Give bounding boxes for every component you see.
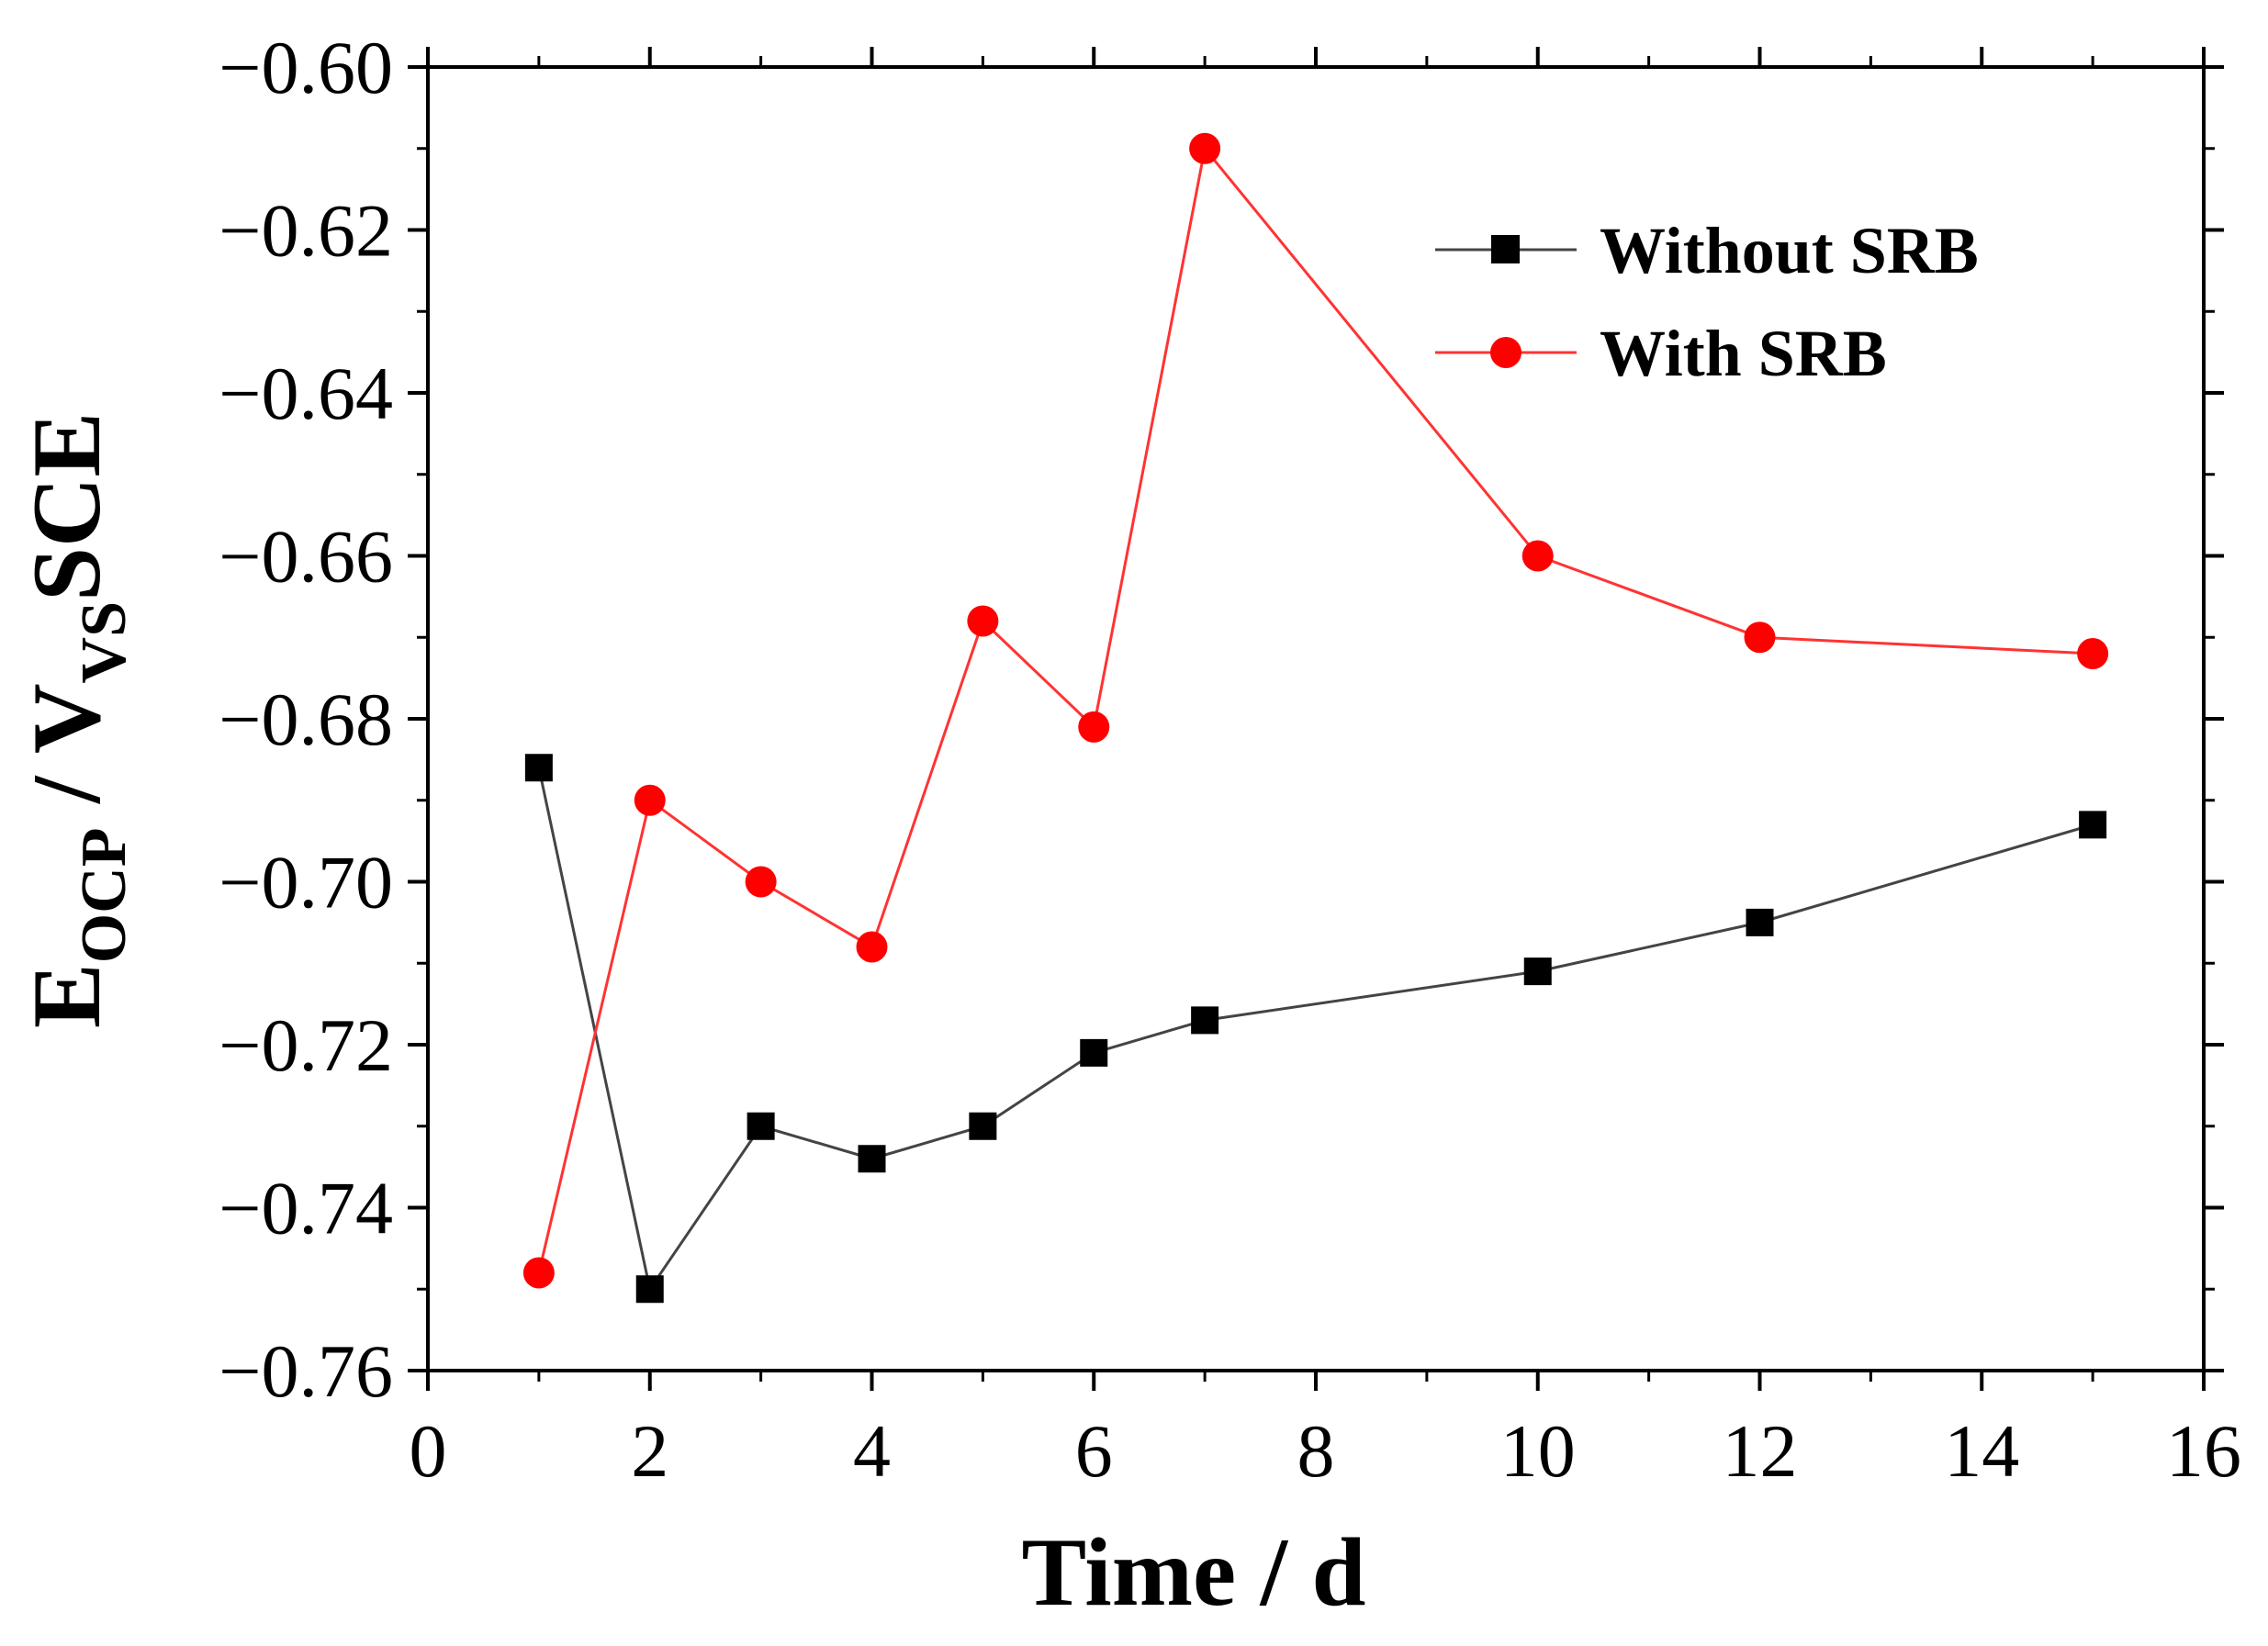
x-tick-label: 10	[1500, 1409, 1576, 1493]
y-axis-title: EOCP / VVSSCE	[13, 412, 140, 1028]
data-point-without-srb	[1746, 908, 1774, 936]
data-point-with-srb	[967, 605, 999, 637]
data-point-with-srb	[1189, 132, 1221, 164]
data-point-without-srb	[1523, 957, 1552, 986]
legend-label-without-srb: Without SRB	[1600, 214, 1979, 287]
data-point-with-srb	[1078, 711, 1110, 743]
y-tick-label: −0.74	[219, 1167, 393, 1250]
legend-label-with-srb: With SRB	[1600, 317, 1887, 390]
x-tick-label: 6	[1075, 1409, 1113, 1493]
y-tick-label: −0.68	[219, 677, 393, 761]
data-point-without-srb	[858, 1145, 886, 1173]
y-axis-title-sep: / V	[13, 683, 120, 827]
y-axis-title-vs-sub: VS	[69, 601, 140, 683]
y-axis-title-main: E	[13, 963, 120, 1028]
data-point-with-srb	[522, 1257, 555, 1289]
data-point-with-srb	[1744, 621, 1776, 654]
y-tick-label: −0.60	[219, 26, 393, 109]
y-tick-label: −0.76	[219, 1329, 393, 1413]
y-tick-label: −0.64	[219, 352, 393, 435]
data-point-without-srb	[747, 1112, 775, 1140]
marks-layer	[522, 132, 2109, 1304]
axes-layer: 0 2 4 6 8 10 12 14 16 −0.60 −0.62 −0.64 −0.66 −0.68 −0…	[219, 26, 2241, 1493]
x-axis-title: Time / d	[1022, 1518, 1366, 1626]
data-point-with-srb	[1521, 540, 1554, 572]
data-point-with-srb	[856, 931, 888, 963]
x-tick-label: 0	[410, 1409, 447, 1493]
x-tick-label: 14	[1944, 1409, 2019, 1493]
x-tick-label: 4	[853, 1409, 891, 1493]
data-point-without-srb	[1191, 1006, 1219, 1035]
data-point-without-srb	[1080, 1038, 1108, 1067]
x-tick-label: 16	[2166, 1409, 2241, 1493]
x-tick-label: 8	[1297, 1409, 1335, 1493]
y-tick-label: −0.66	[219, 515, 393, 599]
data-point-without-srb	[2079, 811, 2107, 839]
data-point-without-srb	[635, 1275, 664, 1304]
legend-marker-with-srb	[1490, 337, 1521, 368]
legend: Without SRB With SRB	[1435, 214, 1979, 390]
y-tick-label: −0.72	[219, 1003, 393, 1087]
data-point-with-srb	[2077, 638, 2109, 669]
data-point-with-srb	[745, 866, 777, 898]
series-line-with-srb	[537, 145, 2094, 1273]
series-line-without-srb	[537, 767, 2094, 1293]
data-point-with-srb	[634, 784, 666, 816]
legend-marker-without-srb	[1491, 235, 1520, 263]
y-tick-label: −0.70	[219, 841, 393, 924]
y-axis-title-main-sub: OCP	[69, 828, 140, 964]
x-tick-label: 2	[631, 1409, 668, 1493]
data-point-without-srb	[969, 1112, 997, 1140]
x-tick-label: 12	[1723, 1409, 1798, 1493]
y-axis-title-ref: SCE	[13, 412, 120, 601]
y-tick-label: −0.62	[219, 189, 393, 273]
data-point-without-srb	[524, 754, 553, 782]
